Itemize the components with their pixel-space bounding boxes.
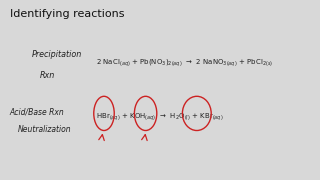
Text: HBr$_{(aq)}$ + KOH$_{(aq)}$  →  H$_{2}$O$_{(l)}$ + KBr$_{(aq)}$: HBr$_{(aq)}$ + KOH$_{(aq)}$ → H$_{2}$O$_… [96,111,224,122]
Text: Precipitation: Precipitation [32,50,82,59]
Text: Identifying reactions: Identifying reactions [10,9,124,19]
Text: Neutralization: Neutralization [18,125,71,134]
Text: Rxn: Rxn [40,71,55,80]
Text: Acid/Base Rxn: Acid/Base Rxn [10,107,64,116]
Text: 2 NaCl$_{(aq)}$ + Pb(NO$_{3}$)$_{2(aq)}$  →  2 NaNO$_{3(aq)}$ + PbCl$_{2(s)}$: 2 NaCl$_{(aq)}$ + Pb(NO$_{3}$)$_{2(aq)}$… [96,57,273,68]
